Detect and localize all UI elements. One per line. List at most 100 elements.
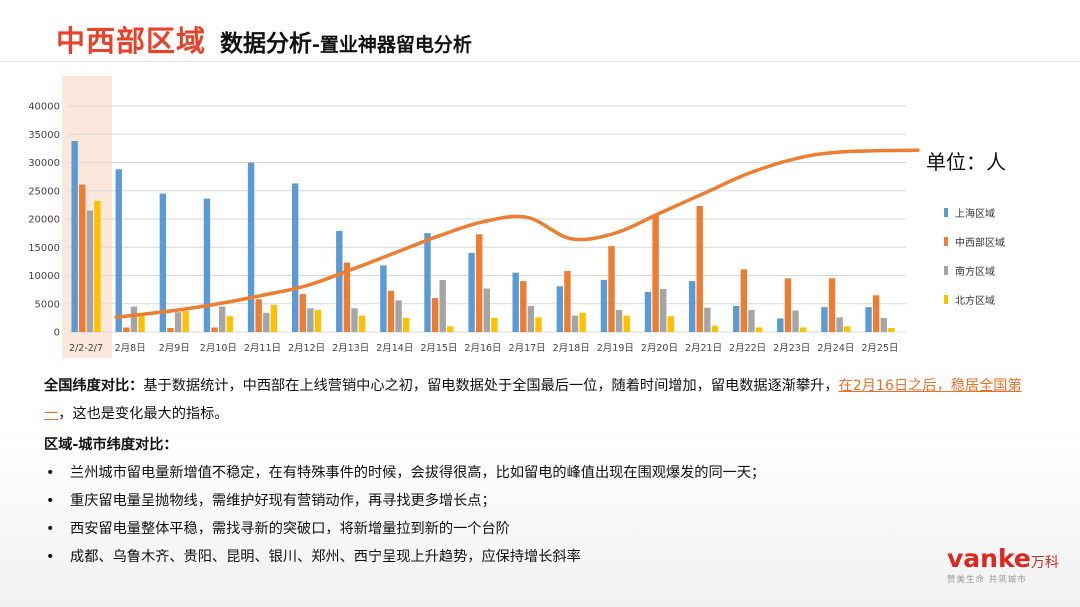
legend-label: 南方区域 <box>955 267 995 278</box>
legend-label: 北方区域 <box>955 296 995 307</box>
brand-slogan: 赞美生命 共筑城市 <box>947 575 1027 585</box>
bar <box>888 328 895 332</box>
bar <box>535 317 542 332</box>
bar <box>159 193 167 332</box>
national-tail: ，这也是变化最大的指标。 <box>58 406 229 422</box>
bar <box>556 286 564 332</box>
legend-swatch <box>944 237 948 246</box>
x-tick-label: 2月13日 <box>332 343 369 354</box>
bar <box>733 306 740 332</box>
bar <box>828 278 836 332</box>
bar <box>880 317 887 332</box>
bar <box>424 233 431 332</box>
bar <box>696 206 703 332</box>
bar <box>527 306 535 332</box>
bar <box>336 230 343 332</box>
bar <box>299 294 306 332</box>
y-tick-label: 25000 <box>28 186 60 197</box>
title-main: 数据分析 <box>220 31 313 57</box>
bar <box>174 312 182 332</box>
bar <box>512 272 519 332</box>
bar <box>115 169 122 332</box>
bar <box>291 183 299 332</box>
x-tick-label: 2月10日 <box>200 343 237 354</box>
x-tick-label: 2月24日 <box>817 343 854 354</box>
bar <box>799 327 807 332</box>
trend-line <box>114 148 920 320</box>
bar <box>247 162 255 332</box>
brand-name-cn: 万科 <box>1030 555 1059 571</box>
bar <box>402 317 410 332</box>
x-tick-label: 2月22日 <box>729 343 766 354</box>
x-tick-label: 2月21日 <box>685 343 722 354</box>
bar <box>520 281 527 332</box>
bullet-item: 成都、乌鲁木齐、贵阳、昆明、银川、郑州、西宁呈现上升趋势，应保持增长斜率 <box>44 543 1034 571</box>
bar <box>218 306 226 332</box>
bar <box>483 288 490 332</box>
bar <box>314 309 322 332</box>
legend-label: 中西部区域 <box>955 238 1005 249</box>
bar <box>167 328 174 332</box>
bar <box>615 309 623 332</box>
brand-name: vanke <box>947 544 1031 573</box>
legend-label: 上海区域 <box>955 209 995 220</box>
x-tick-label: 2月19日 <box>597 343 634 354</box>
x-tick-label: 2月17日 <box>509 343 546 354</box>
bar <box>351 308 358 332</box>
y-tick-label: 0 <box>54 328 60 339</box>
legend-item: 上海区域 <box>944 198 1005 227</box>
bar <box>203 198 211 332</box>
chart-legend: 上海区域 中西部区域 南方区域 北方区域 <box>944 198 1005 314</box>
x-tick-label: 2月11日 <box>244 343 281 354</box>
bar <box>644 291 652 332</box>
bar <box>476 234 483 332</box>
national-comparison: 全国纬度对比：基于数据统计，中西部在上线营销中心之初，留电数据处于全国最后一位，… <box>44 372 1034 428</box>
x-tick-label: 2月12日 <box>288 343 325 354</box>
bar <box>872 295 880 332</box>
bar <box>571 315 579 332</box>
vanke-logo: vanke万科 赞美生命 共筑城市 <box>947 544 1059 585</box>
bar <box>270 304 278 332</box>
bar <box>652 214 659 332</box>
bar <box>138 316 145 332</box>
bar <box>468 252 475 332</box>
analysis-text: 全国纬度对比：基于数据统计，中西部在上线营销中心之初，留电数据处于全国最后一位，… <box>44 372 1034 571</box>
y-tick-label: 5000 <box>35 299 60 310</box>
legend-item: 南方区域 <box>944 256 1005 285</box>
bar <box>821 307 828 332</box>
national-label: 全国纬度对比： <box>44 378 144 394</box>
bullet-item: 西安留电量整体平稳，需找寻新的突破口，将新增量拉到新的一个台阶 <box>44 515 1034 543</box>
bar <box>439 280 446 332</box>
bar <box>784 278 792 332</box>
bar <box>211 327 218 332</box>
bar <box>447 326 454 332</box>
bar <box>660 289 667 332</box>
x-tick-label: 2月20日 <box>641 343 678 354</box>
bar <box>79 184 86 332</box>
legend-swatch <box>944 266 948 275</box>
bar <box>395 300 402 332</box>
y-tick-label: 40000 <box>28 102 60 113</box>
bar <box>307 308 314 332</box>
y-tick-label: 30000 <box>28 158 60 169</box>
bar <box>704 307 711 332</box>
bar <box>740 269 748 332</box>
bar <box>748 309 755 332</box>
bar <box>343 262 351 332</box>
unit-label: 单位：人 <box>926 150 1006 174</box>
bar <box>579 312 586 332</box>
y-tick-label: 15000 <box>28 243 60 254</box>
bar <box>71 141 78 332</box>
bar <box>623 315 630 332</box>
page-title: 中西部区域 数据分析 -置业神器留电分析 <box>56 18 472 60</box>
x-tick-label: 2月25日 <box>861 343 898 354</box>
bar <box>564 270 571 332</box>
bar <box>86 210 94 332</box>
title-divider <box>0 61 1080 62</box>
bar <box>491 317 498 332</box>
bar <box>263 312 270 332</box>
bar-chart: 0 5000 10000 15000 20000 25000 30000 35000 40000… <box>28 76 920 358</box>
highlight-text: 在2月16日之后，稳居全国第一 <box>44 378 1022 422</box>
legend-swatch <box>944 208 948 217</box>
region-city-label: 区域-城市纬度对比： <box>44 437 178 453</box>
